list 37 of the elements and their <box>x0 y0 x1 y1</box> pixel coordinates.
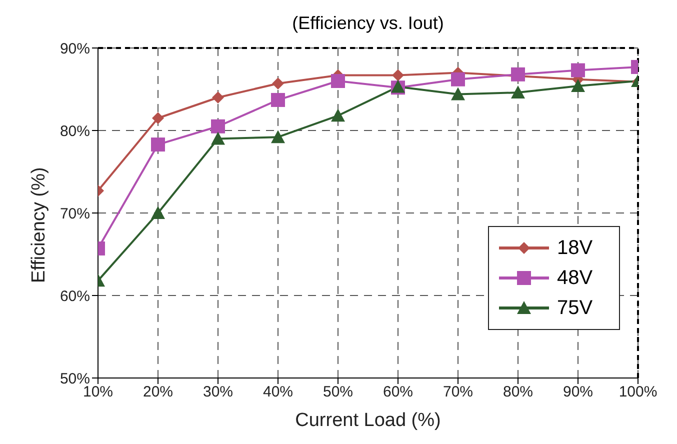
x-tick-label: 100% <box>618 384 658 401</box>
point <box>151 138 165 152</box>
point <box>571 63 585 78</box>
point <box>331 74 345 88</box>
x-tick-label: 80% <box>502 384 534 401</box>
x-tick-label: 40% <box>262 384 294 401</box>
point <box>511 67 525 82</box>
y-tick-label: 80% <box>60 122 90 140</box>
point <box>272 77 284 90</box>
y-tick-label: 90% <box>60 40 90 58</box>
y-tick-label: 70% <box>60 205 90 222</box>
x-tick-label: 90% <box>562 384 594 401</box>
x-tick-label: 50% <box>322 384 354 401</box>
point <box>211 119 225 134</box>
x-tick-label: 20% <box>142 384 174 401</box>
point <box>271 92 285 107</box>
y-axis-title: Efficiency (%) <box>28 167 50 283</box>
x-tick-label: 30% <box>202 384 234 401</box>
legend-label: 18V <box>557 236 593 261</box>
point <box>212 92 224 104</box>
point <box>152 112 164 124</box>
legend-label: 75V <box>557 296 593 321</box>
point <box>211 132 225 145</box>
point <box>451 87 465 100</box>
point <box>331 108 345 122</box>
point <box>392 69 404 82</box>
chart-title: (Efficiency vs. Iout) <box>291 12 445 35</box>
legend-label: 48V <box>557 266 593 291</box>
point <box>271 130 285 144</box>
y-tick-label: 60% <box>60 288 90 305</box>
x-tick-label: 70% <box>442 384 474 401</box>
point <box>451 72 465 86</box>
x-tick-label: 60% <box>382 384 414 401</box>
point <box>511 86 525 99</box>
x-axis-title: Current Load (%) <box>295 410 441 431</box>
point <box>571 78 585 92</box>
point <box>151 206 165 219</box>
